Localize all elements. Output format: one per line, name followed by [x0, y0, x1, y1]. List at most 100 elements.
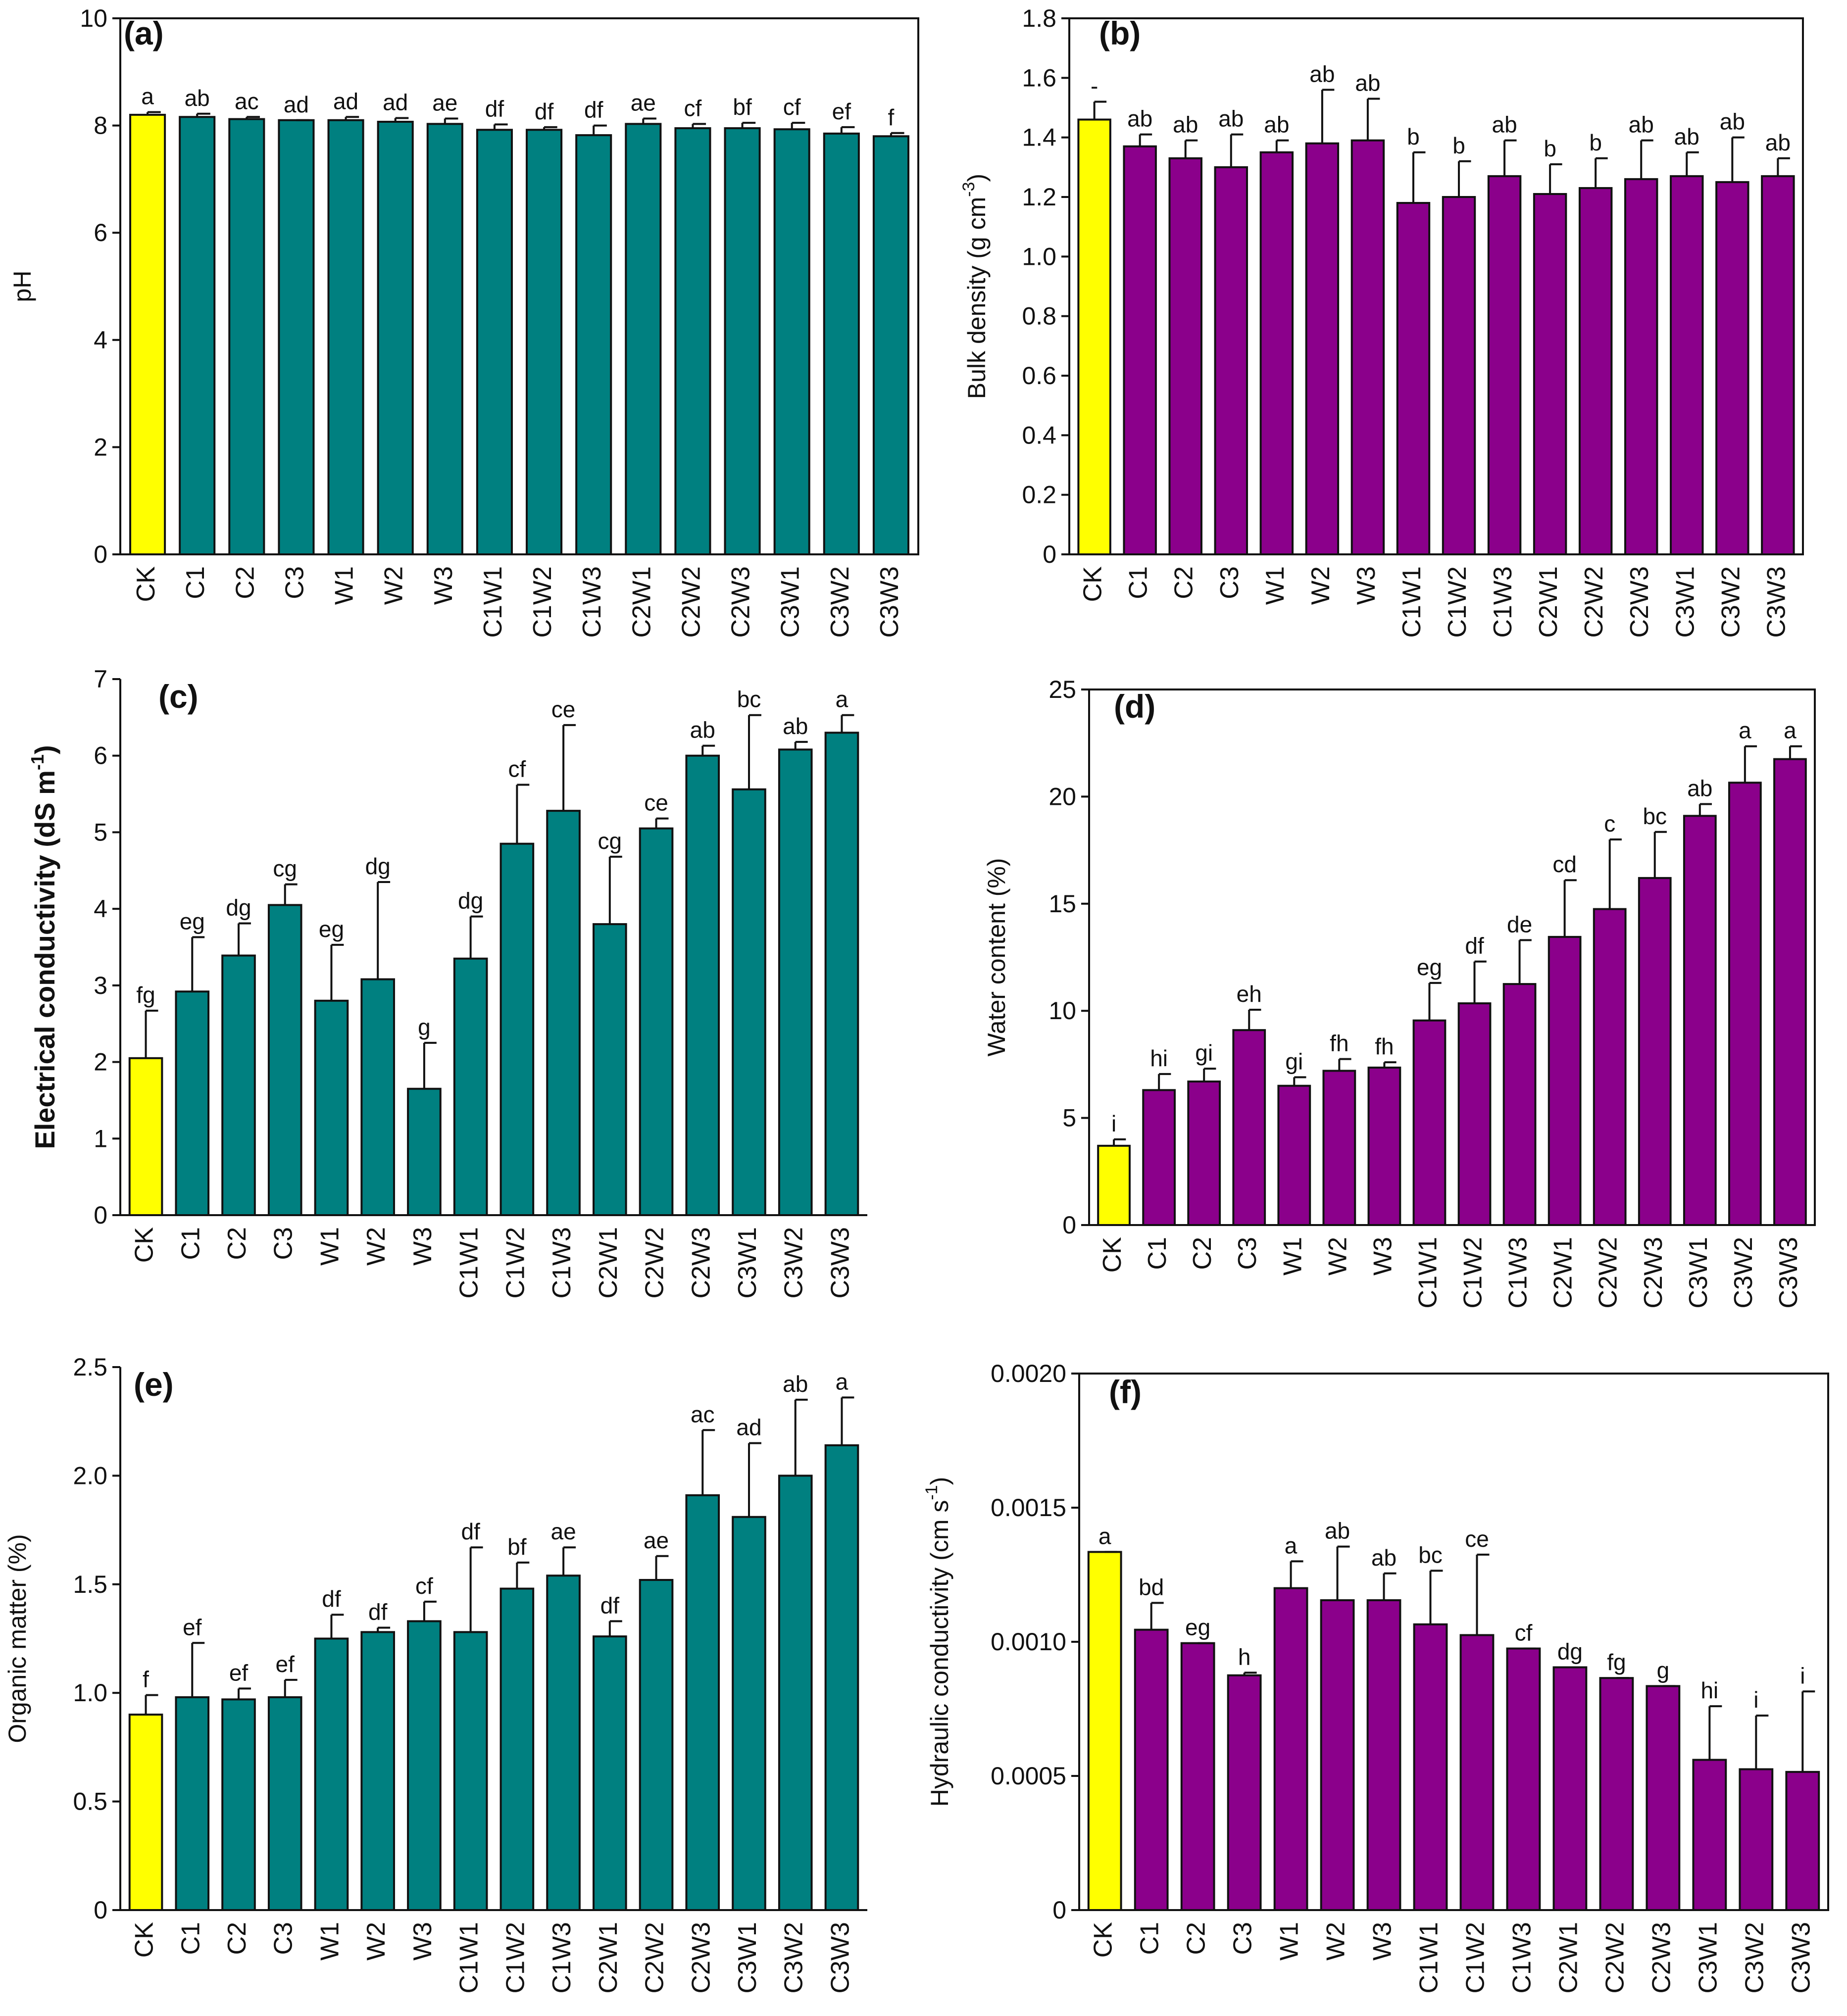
bar	[1683, 815, 1717, 1227]
x-tick-label: W1	[1278, 1237, 1307, 1276]
bar	[499, 1587, 535, 1911]
error-bar	[562, 1546, 576, 1576]
bar	[1396, 202, 1431, 555]
y-tick-label: 1.8	[1022, 4, 1056, 32]
bar	[685, 754, 720, 1216]
significance-letter: bc	[1643, 803, 1667, 829]
x-tick-label: C2	[1170, 566, 1198, 599]
bar	[1506, 1647, 1541, 1912]
x-tick-label: W2	[380, 566, 408, 605]
bar	[526, 129, 563, 556]
y-tick-label: 0.0015	[991, 1494, 1066, 1522]
y-axis-title-part: Bulk density (g cm	[963, 197, 991, 399]
significance-letter: df	[1465, 933, 1484, 959]
error-bar	[423, 1041, 437, 1089]
y-axis-title-part: )	[926, 1477, 953, 1485]
error-bar	[1653, 831, 1667, 878]
significance-letter: -	[1091, 73, 1098, 98]
x-tick-label: W2	[1306, 566, 1335, 605]
x-tick-label: CK	[1089, 1922, 1118, 1958]
significance-letter: cf	[1515, 1620, 1533, 1646]
x-tick-label: C3W2	[826, 566, 854, 638]
bar	[1459, 1634, 1495, 1911]
panel-e-organic-matter-chart: 0 0.5 1.0 1.5 2.0 2.5 f CK ef C1 ef C2 ef C3 df W1 df W2 c…	[3, 1353, 867, 1993]
significance-letter: df	[600, 1592, 620, 1618]
bar	[872, 135, 909, 555]
significance-letter: bf	[507, 1534, 527, 1560]
bar	[1214, 166, 1248, 556]
y-tick-label: 4	[94, 895, 107, 923]
bar	[1087, 1551, 1122, 1911]
bar	[1692, 1759, 1727, 1911]
bar	[778, 1475, 813, 1911]
x-tick-label: CK	[1079, 566, 1107, 602]
error-bar	[890, 132, 904, 137]
panel-a-ph-chart: 0 2 4 6 8 10 a CK ab C1 ac C2 ad C3 ad W1 ad W2 ae W3 df C1W1…	[8, 4, 919, 638]
y-tick-label: 10	[1048, 997, 1076, 1025]
x-tick-label: C1	[1136, 1922, 1164, 1955]
y-tick-label: 0	[94, 1896, 107, 1924]
x-tick-label: C3W3	[826, 1227, 854, 1298]
bar	[1533, 193, 1567, 555]
significance-letter: gi	[1195, 1040, 1213, 1066]
error-bar	[1608, 838, 1622, 909]
significance-letter: h	[1238, 1644, 1251, 1670]
x-tick-label: C2W1	[1549, 1237, 1578, 1308]
panel-label: (a)	[124, 15, 164, 51]
y-tick-label: 5	[1062, 1104, 1076, 1132]
bar	[1412, 1019, 1447, 1227]
panel-label: (b)	[1099, 15, 1141, 51]
bar	[1739, 1768, 1774, 1911]
x-tick-label: C2W1	[627, 566, 656, 638]
y-axis-title: Organic matter (%)	[3, 1534, 31, 1743]
x-tick-label: C2	[1188, 1237, 1217, 1270]
significance-letter: cf	[783, 94, 801, 120]
error-bar	[1789, 745, 1802, 759]
error-bar	[655, 817, 669, 829]
significance-letter: eg	[1417, 954, 1442, 980]
significance-letter: ce	[551, 696, 576, 722]
bar	[175, 990, 210, 1216]
error-bar	[444, 117, 458, 124]
y-tick-label: 0	[94, 541, 107, 568]
bar	[1097, 1144, 1131, 1227]
y-tick-label: 0	[1052, 1896, 1066, 1924]
significance-letter: a	[836, 1369, 849, 1394]
bar	[575, 134, 612, 555]
error-bar	[794, 740, 808, 750]
y-tick-label: 25	[1048, 676, 1076, 703]
error-bar	[1383, 1061, 1397, 1068]
error-bar	[642, 117, 656, 124]
y-tick-label: 0.8	[1022, 302, 1056, 330]
panel-d-water-content-chart: 0 5 10 15 20 25 i CK hi C1 gi C2 eh C3 gi W1 fh W2 fh W3 eg C…	[983, 676, 1816, 1308]
x-tick-label: C1W1	[455, 1922, 484, 1993]
error-bar	[543, 126, 557, 130]
bar	[639, 827, 674, 1216]
error-bar	[1248, 1009, 1261, 1031]
error-bar	[1243, 1672, 1257, 1675]
significance-letter: ab	[185, 85, 210, 111]
significance-letter: i	[1800, 1663, 1805, 1688]
y-tick-label: 0.4	[1022, 421, 1056, 449]
y-tick-label: 1.6	[1022, 64, 1056, 92]
bar	[823, 132, 860, 556]
error-bar	[1708, 1705, 1722, 1760]
significance-letter: eh	[1237, 981, 1262, 1007]
y-tick-label: 1.5	[73, 1571, 107, 1598]
y-tick-label: 6	[94, 742, 107, 770]
plot-frame	[1068, 17, 1804, 555]
bar	[685, 1494, 720, 1912]
significance-letter: b	[1407, 124, 1420, 149]
error-bar	[841, 714, 854, 733]
bar	[1457, 1002, 1492, 1226]
x-tick-label: W2	[362, 1922, 391, 1961]
y-tick-label: 10	[80, 4, 107, 32]
y-axis-title-superscript: -3	[959, 182, 978, 197]
significance-letter: ad	[333, 88, 358, 114]
significance-letter: ef	[276, 1651, 295, 1677]
error-bar	[1158, 1073, 1171, 1090]
bar	[1277, 1084, 1311, 1226]
error-bar	[1698, 803, 1712, 816]
bar	[1761, 175, 1795, 555]
